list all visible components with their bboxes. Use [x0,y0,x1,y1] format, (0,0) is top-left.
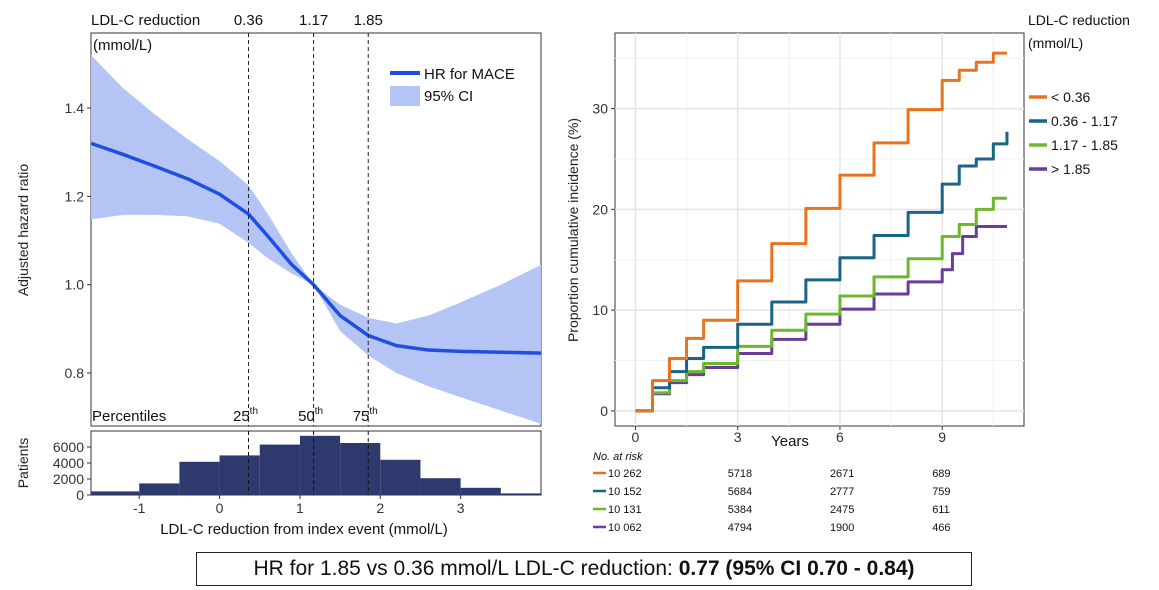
percentile-suffix: th [315,406,323,417]
risk-cell: 2475 [830,504,854,516]
risk-table: No. at risk 10 262 5718 2671 689 10 152 5684 2… [593,451,951,534]
risk-cell: 4794 [728,522,752,534]
legend-band-swatch [390,86,420,106]
cutpoint-value-label: 1.85 [354,12,383,29]
risk-cell: 611 [932,504,950,516]
percentile-label: 25th [233,406,258,425]
risk-cell: 5384 [728,504,752,516]
risk-cell: 10 131 [608,504,642,516]
legend-label: < 0.36 [1051,89,1091,105]
x-tick-label: 0 [216,500,224,516]
risk-cell: 1900 [830,522,854,534]
percentile-label: 75th [353,406,378,425]
histogram-bar [91,491,140,495]
y-tick-label: 0 [600,403,608,419]
histogram-bar [179,461,220,495]
x-tick-label: 3 [734,429,742,445]
x-tick-label: 2 [376,500,384,516]
risk-cell: 10 152 [608,486,642,498]
hr-summary-box: HR for 1.85 vs 0.36 mmol/L LDL-C reducti… [196,552,972,586]
histogram-bar [259,444,300,495]
y-tick-label: 1.4 [65,100,85,116]
hazard-ratio-ylabel: Adjusted hazard ratio [15,164,31,297]
y-tick-label: 1.0 [65,277,85,293]
incidence-xlabel: Years [771,433,809,450]
legend-label: 1.17 - 1.85 [1051,137,1118,153]
legend-band-label: 95% CI [424,88,473,105]
x-tick-label: 6 [836,429,844,445]
risk-cell: 689 [932,468,950,480]
incidence-legend-title-unit: (mmol/L) [1028,35,1083,51]
incidence-plot-panel [614,32,1025,427]
y-tick-label: 4000 [53,455,84,471]
risk-cell: 5718 [728,468,752,480]
y-tick-label: 10 [592,302,608,318]
y-tick-label: 0.8 [65,365,85,381]
percentile-number: 50 [298,408,315,425]
incidence-series-line [635,224,1007,413]
risk-cell: 5684 [728,486,752,498]
legend-label: 0.36 - 1.17 [1051,113,1118,129]
histogram-bar [460,487,501,495]
histogram-bar [380,459,421,495]
y-tick-label: 2000 [53,471,84,487]
cutpoint-value-label: 1.17 [299,12,328,29]
hazard-ratio-legend: HR for MACE 95% CI [390,66,515,106]
x-tick-label: 3 [457,500,465,516]
hr-summary-text: HR for 1.85 vs 0.36 mmol/L LDL-C reducti… [253,557,679,580]
y-tick-label: 30 [592,101,608,117]
histogram-bar [139,483,180,495]
hr-summary-value: 0.77 (95% CI 0.70 - 0.84) [678,557,915,580]
cumulative-incidence-plot: 0 10 20 30 0 3 6 9 Proportion cumulative incid… [565,12,1130,534]
x-tick-label: 1 [296,500,304,516]
incidence-legend-title: LDL-C reduction [1028,12,1130,28]
histogram-bar [500,493,541,495]
percentile-number: 75 [353,408,370,425]
risk-table-title: No. at risk [593,451,643,463]
x-tick-label: 0 [632,429,640,445]
percentile-label: 50th [298,406,323,425]
incidence-ylabel: Proportion cumulative incidence (%) [565,118,581,342]
incidence-legend: LDL-C reduction (mmol/L) < 0.36 0.36 - 1.… [1028,12,1130,177]
ci-band [91,55,541,424]
percentiles-label: Percentiles [92,408,166,425]
cutpoint-value-label: 0.36 [234,12,263,29]
legend-line-label: HR for MACE [424,66,515,83]
histogram-bar [299,435,341,495]
histogram-bar [219,455,260,495]
ldl-top-label: LDL-C reduction [91,12,200,29]
percentile-suffix: th [250,406,258,417]
x-tick-label: -1 [133,500,146,516]
risk-cell: 10 262 [608,468,642,480]
incidence-series-line [635,131,1009,413]
percentile-number: 25 [233,408,250,425]
percentile-suffix: th [369,406,377,417]
risk-cell: 2671 [830,468,854,480]
risk-cell: 759 [932,486,950,498]
y-tick-label: 1.2 [65,188,85,204]
x-tick-label: 9 [938,429,946,445]
y-tick-label: 6000 [53,439,84,455]
histogram-bar [420,478,461,495]
histogram-xlabel: LDL-C reduction from index event (mmol/L… [160,521,448,538]
incidence-series-line [635,51,1007,413]
hr-line [90,141,542,355]
risk-cell: 466 [932,522,950,534]
ldl-top-label-unit: (mmol/L) [93,37,152,54]
risk-cell: 10 062 [608,522,642,534]
y-tick-label: 0 [76,487,84,503]
incidence-series-line [635,196,1007,413]
y-tick-label: 20 [592,201,608,217]
risk-cell: 2777 [830,486,854,498]
legend-label: > 1.85 [1051,161,1091,177]
histogram-ylabel: Patients [15,438,31,489]
histogram-bar [340,443,381,495]
